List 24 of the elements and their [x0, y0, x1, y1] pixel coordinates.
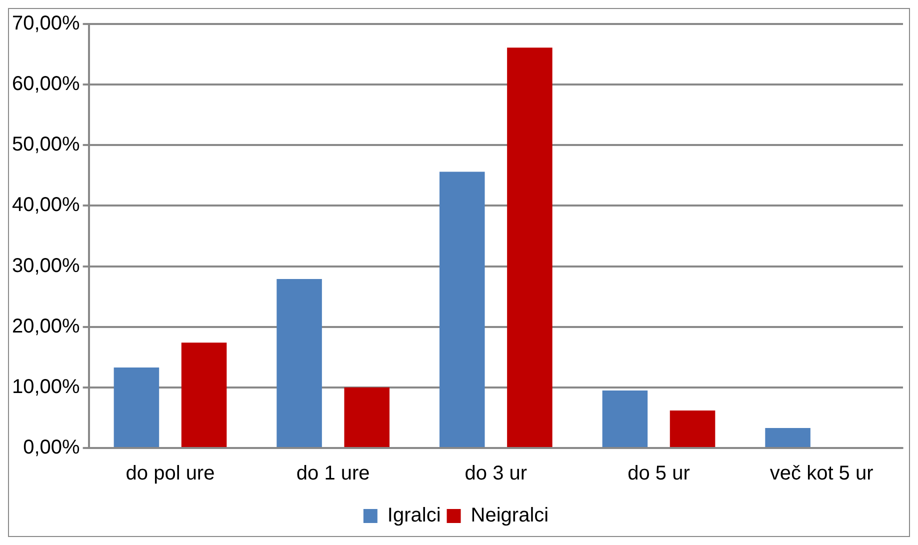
bar	[439, 172, 485, 447]
bar	[765, 428, 810, 447]
bar	[181, 342, 227, 447]
bar	[344, 387, 390, 447]
y-tick-label: 60,00%	[12, 73, 80, 96]
y-tick-label: 10,00%	[12, 376, 80, 398]
y-tick-label: 0,00%	[23, 436, 80, 459]
y-tick-label: 50,00%	[12, 134, 80, 156]
bar	[670, 410, 716, 447]
y-tick-label: 20,00%	[12, 315, 80, 338]
legend-label: Neigralci	[470, 504, 549, 527]
y-tick-label: 70,00%	[12, 12, 80, 35]
bar	[507, 48, 552, 447]
x-tick-label: do pol ure	[126, 462, 215, 485]
x-tick-label: do 1 ure	[296, 462, 370, 485]
bar	[114, 367, 160, 447]
y-tick-label: 40,00%	[12, 194, 80, 216]
y-tick-label: 30,00%	[12, 254, 80, 277]
x-tick-label: do 3 ur	[464, 462, 528, 485]
bar	[276, 279, 322, 447]
x-tick-label: do 5 ur	[628, 462, 690, 485]
bar	[602, 390, 648, 447]
x-tick-label: več kot 5 ur	[770, 462, 874, 485]
legend-label: Igralci	[387, 504, 441, 527]
